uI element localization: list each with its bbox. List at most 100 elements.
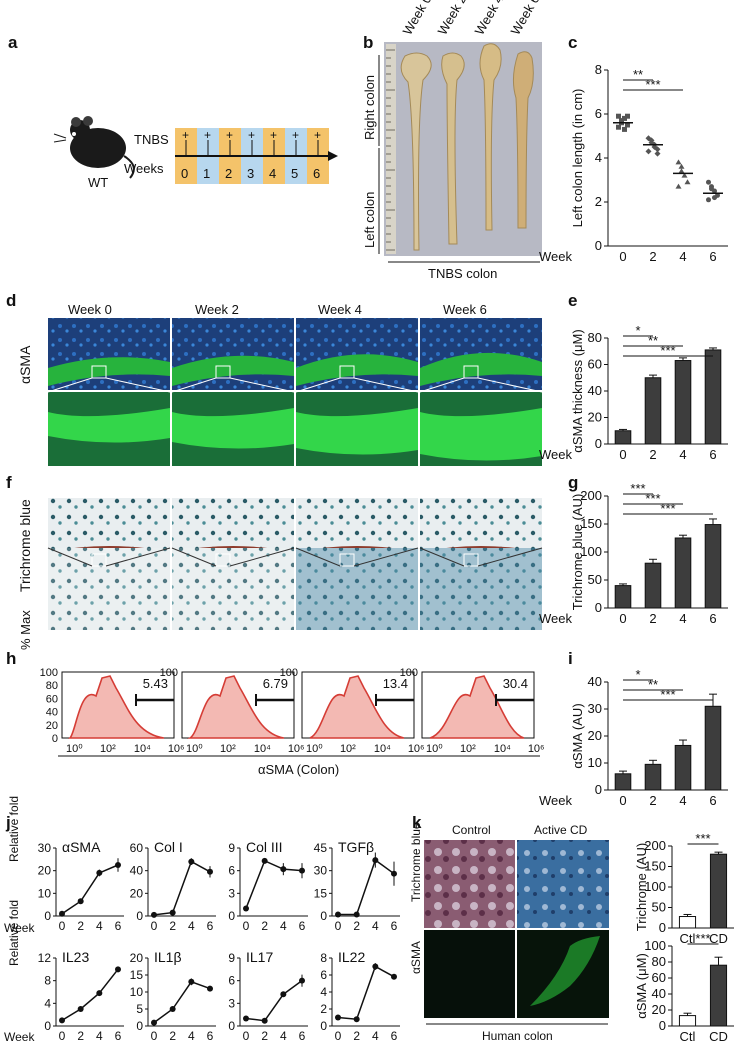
y-tick-label: 9 — [228, 951, 235, 965]
y-tick-label: 0 — [136, 1019, 143, 1033]
y-tick-label: 30 — [314, 864, 328, 878]
significance-label: *** — [645, 491, 660, 506]
panel-a-label: a — [8, 33, 18, 52]
y-tick-label: 30 — [38, 841, 52, 855]
y-axis-label: αSMA thickness (μM) — [570, 329, 585, 452]
y-tick-label: 20 — [652, 1002, 666, 1017]
photo-caption: TNBS colon — [428, 266, 497, 281]
j-ylabel-bottom: Relative fold — [7, 900, 21, 966]
y-tick-label: 20 — [588, 410, 602, 425]
bar — [704, 524, 722, 609]
x-tick-label: 4 — [188, 919, 195, 933]
data-point — [709, 186, 714, 192]
data-point — [353, 911, 360, 918]
panel-f-label: f — [6, 473, 12, 492]
data-point — [77, 898, 84, 905]
asma-image-grid — [47, 318, 543, 466]
zoom-line — [229, 547, 295, 567]
histogram-curve — [429, 675, 525, 739]
x-tick-label: 4 — [372, 1029, 379, 1043]
x-tick-label: 4 — [679, 447, 686, 462]
histogram-curve — [68, 675, 165, 739]
data-point — [96, 869, 103, 876]
x-tick-label: 10⁶ — [288, 743, 305, 755]
series-line — [61, 864, 119, 915]
data-point — [151, 911, 157, 918]
week-number: 4 — [269, 166, 276, 181]
injection-plus: + — [182, 128, 189, 142]
k-image-control-trichrome — [424, 840, 515, 928]
y-tick-label: 0 — [136, 909, 143, 923]
y-tick-label: 40 — [588, 383, 602, 398]
data-point — [675, 183, 682, 189]
data-point — [261, 1017, 268, 1024]
y-tick-label: 60 — [130, 841, 144, 855]
strain-label: WT — [88, 175, 108, 190]
data-point — [335, 911, 341, 918]
x-tick-label: Ctl — [680, 931, 696, 946]
zoom-line — [47, 377, 93, 393]
histogram-curve — [187, 675, 285, 739]
y-tick-label: 100 — [580, 544, 602, 559]
y-tick-label: 6 — [320, 968, 327, 982]
y-tick-label: 60 — [46, 693, 58, 705]
zoom-line — [105, 377, 171, 393]
week-labels: Week 0 Week 2 Week 4 Week 6 — [400, 0, 543, 38]
y-tick-label: 40 — [130, 864, 144, 878]
y-tick-label: 12 — [38, 951, 52, 965]
x-tick-label: 0 — [59, 919, 66, 933]
y-tick-label: 0 — [595, 600, 602, 615]
y-tick-label: 80 — [588, 330, 602, 345]
micrograph-zoom-texture — [48, 548, 170, 630]
data-point — [625, 122, 630, 128]
muscle-layer — [420, 352, 542, 386]
muscle-zoom — [172, 408, 294, 449]
panel-e-label: e — [568, 291, 577, 310]
x-tick-label: 6 — [709, 611, 716, 626]
y-tick-label: 8 — [595, 62, 602, 77]
zoom-line — [171, 377, 217, 393]
week-number: 2 — [225, 166, 232, 181]
panel-b-label: b — [363, 33, 373, 52]
bar — [709, 853, 728, 929]
zoom-line — [353, 377, 419, 393]
muscle-layer — [48, 357, 170, 386]
y-tick-label: 40 — [652, 986, 666, 1001]
y-axis-label: αSMA (μM) — [634, 953, 649, 1019]
x-tick-label: 2 — [169, 919, 176, 933]
y-tick-label: 4 — [320, 985, 327, 999]
series-line — [153, 860, 211, 916]
y-tick-label: 100 — [40, 667, 58, 679]
significance-label: ** — [648, 677, 658, 692]
x-tick-label: 6 — [709, 249, 716, 264]
data-point — [622, 115, 627, 121]
injection-plus: + — [226, 128, 233, 142]
y-tick-label: 5 — [136, 1002, 143, 1016]
data-point — [207, 985, 213, 992]
k-col-label: Active CD — [534, 823, 588, 837]
y-tick-label: 3 — [228, 886, 235, 900]
week-number: 5 — [291, 166, 298, 181]
bar — [674, 537, 692, 609]
y-tick-label: 100 — [644, 879, 666, 894]
gate-value: 30.4 — [503, 676, 528, 691]
data-point — [372, 963, 379, 970]
data-point — [391, 973, 397, 980]
zoom-box — [215, 365, 231, 379]
y-tick-label: 6 — [228, 864, 235, 878]
y-tick-label: 80 — [652, 954, 666, 969]
k-col-label: Control — [452, 823, 491, 837]
y-tick-label: 0 — [595, 238, 602, 253]
x-tick-label: 0 — [619, 793, 626, 808]
x-tick-label: 10⁶ — [528, 743, 545, 755]
zoom-box — [463, 553, 479, 567]
bar — [644, 763, 662, 791]
x-tick-label: Ctl — [680, 1029, 696, 1044]
trichrome-row-label: Trichrome blue — [17, 499, 33, 592]
data-point — [654, 150, 661, 157]
data-point — [335, 1014, 341, 1021]
